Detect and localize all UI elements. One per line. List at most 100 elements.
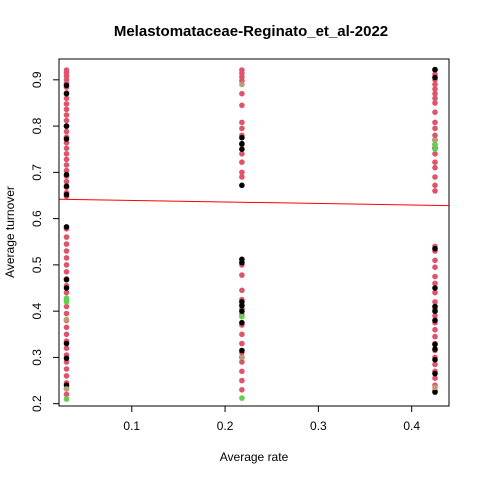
x-tick-label: 0.2	[217, 419, 234, 433]
data-point	[432, 146, 438, 152]
data-point	[63, 386, 70, 392]
data-point	[63, 303, 70, 310]
data-point	[432, 308, 438, 315]
data-point	[432, 257, 438, 264]
data-point	[432, 333, 438, 340]
data-point	[239, 90, 245, 97]
y-tick-label: 0.8	[30, 117, 44, 134]
data-point	[432, 159, 438, 165]
data-point	[432, 100, 438, 106]
data-point	[432, 341, 438, 348]
data-point	[63, 310, 70, 317]
data-point	[63, 106, 70, 113]
data-point	[239, 387, 245, 393]
data-point	[63, 128, 70, 135]
data-point	[63, 340, 70, 347]
data-point	[63, 366, 70, 372]
data-point	[63, 248, 70, 254]
data-point	[432, 109, 438, 115]
data-point	[239, 354, 245, 361]
data-point	[239, 140, 245, 147]
fit-line	[58, 198, 450, 207]
data-point	[239, 272, 245, 278]
data-point	[63, 162, 70, 168]
data-point	[432, 125, 438, 132]
data-point	[63, 262, 70, 268]
data-point	[239, 302, 245, 309]
data-point	[63, 255, 70, 261]
y-axis-label: Average turnover	[3, 186, 17, 278]
data-point	[432, 280, 438, 287]
y-tick-label: 0.7	[30, 164, 44, 181]
data-point	[432, 375, 438, 382]
data-point	[63, 136, 70, 142]
y-tick-label: 0.9	[30, 71, 44, 88]
y-tick-label: 0.5	[30, 256, 44, 273]
data-point	[432, 119, 438, 126]
data-point	[239, 169, 245, 176]
x-tick-label: 0.1	[123, 419, 140, 433]
data-point	[239, 359, 245, 365]
data-point	[63, 345, 70, 352]
data-point	[432, 317, 438, 324]
data-point	[63, 241, 70, 247]
data-point	[432, 384, 438, 391]
data-point	[63, 151, 70, 157]
data-point	[63, 355, 70, 362]
data-point	[432, 273, 438, 280]
y-tick-label: 0.3	[30, 349, 44, 366]
data-point	[239, 119, 245, 126]
data-point	[63, 167, 70, 174]
x-tick-label: 0.4	[403, 419, 420, 433]
data-point	[63, 112, 70, 118]
data-point	[63, 276, 70, 283]
data-point	[239, 319, 245, 326]
data-point	[432, 137, 438, 143]
data-point	[432, 66, 438, 73]
data-point	[239, 125, 245, 132]
data-point	[432, 370, 438, 377]
data-point	[432, 326, 438, 333]
data-point	[63, 178, 70, 185]
data-point	[63, 224, 70, 230]
data-point	[432, 81, 438, 88]
x-tick-label: 0.3	[310, 419, 327, 433]
data-point	[432, 95, 438, 102]
data-point	[432, 264, 438, 271]
data-point	[432, 188, 438, 194]
data-point	[239, 159, 245, 165]
data-point	[63, 331, 70, 338]
data-point	[239, 340, 245, 347]
data-point	[432, 245, 438, 252]
data-point	[63, 285, 70, 291]
data-point	[63, 391, 70, 398]
y-tick-label: 0.2	[30, 395, 44, 412]
data-point	[63, 145, 70, 152]
data-point	[63, 183, 70, 189]
data-point	[239, 81, 245, 88]
data-point	[432, 313, 438, 319]
data-point	[432, 74, 438, 81]
data-point	[432, 132, 438, 139]
y-axis: 0.2 0.3 0.4 0.5 0.6 0.7 0.8 0.9	[30, 71, 60, 412]
data-point	[63, 101, 70, 107]
points-layer	[63, 66, 438, 402]
data-point	[63, 171, 70, 178]
data-point	[63, 299, 70, 305]
data-point	[239, 259, 245, 266]
data-point	[239, 347, 245, 354]
data-point	[63, 95, 70, 102]
data-point	[432, 90, 438, 97]
data-point	[63, 289, 70, 296]
data-point	[63, 191, 70, 198]
data-point	[239, 151, 245, 157]
data-point	[432, 389, 438, 395]
data-point	[432, 151, 438, 157]
data-point	[239, 368, 245, 375]
data-point	[432, 299, 438, 305]
data-point	[63, 269, 70, 275]
x-axis-label: Average rate	[220, 450, 289, 464]
plot-frame	[58, 58, 450, 407]
chart-title: Melastomataceae-Reginato_et_al-2022	[114, 23, 388, 40]
